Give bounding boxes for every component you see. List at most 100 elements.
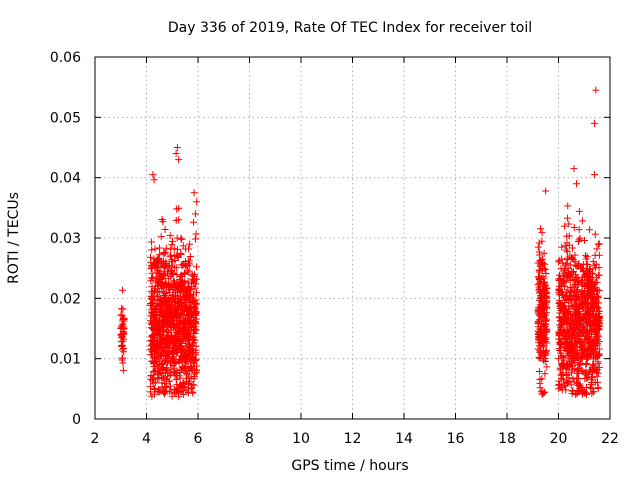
data-point xyxy=(170,298,178,306)
data-point xyxy=(189,320,197,328)
data-point xyxy=(591,171,599,179)
data-point xyxy=(563,273,571,281)
data-point xyxy=(577,315,585,323)
data-point xyxy=(537,339,545,347)
data-point xyxy=(559,277,567,285)
data-point xyxy=(556,341,564,349)
data-point xyxy=(147,383,155,391)
data-point xyxy=(193,263,201,271)
data-point xyxy=(151,385,159,393)
data-point xyxy=(561,266,569,274)
data-point xyxy=(148,358,156,366)
data-point xyxy=(163,341,171,349)
data-point xyxy=(172,303,180,311)
data-point xyxy=(561,222,569,230)
data-point xyxy=(542,320,550,328)
data-point xyxy=(557,288,565,296)
data-point xyxy=(589,270,597,278)
data-point xyxy=(581,298,589,306)
data-point xyxy=(119,286,127,294)
data-point xyxy=(555,258,563,266)
y-tick-label: 0.06 xyxy=(50,50,81,66)
data-point xyxy=(151,285,159,293)
data-point xyxy=(157,233,165,241)
data-point xyxy=(156,365,164,373)
data-point xyxy=(534,259,542,267)
data-point xyxy=(192,235,200,243)
y-tick-label: 0.02 xyxy=(50,291,81,307)
data-point xyxy=(534,323,542,331)
data-point xyxy=(592,86,600,94)
data-point xyxy=(595,287,603,295)
data-point xyxy=(535,266,543,274)
y-tick-label: 0 xyxy=(72,412,81,428)
data-point xyxy=(572,350,580,358)
data-point xyxy=(542,270,550,278)
data-point xyxy=(161,272,169,280)
data-point xyxy=(176,357,184,365)
data-points xyxy=(117,86,604,401)
data-point xyxy=(555,256,563,264)
data-point xyxy=(540,313,548,321)
data-point xyxy=(167,387,175,395)
data-point xyxy=(538,229,546,237)
data-point xyxy=(535,248,543,256)
data-point xyxy=(162,297,170,305)
x-axis-label: GPS time / hours xyxy=(291,458,408,474)
data-point xyxy=(171,334,179,342)
data-point xyxy=(159,218,167,226)
data-point xyxy=(119,359,127,367)
data-point xyxy=(566,284,574,292)
data-point xyxy=(535,239,543,247)
data-point xyxy=(184,257,192,265)
data-point xyxy=(188,346,196,354)
data-point xyxy=(558,335,566,343)
data-point xyxy=(176,286,184,294)
data-point xyxy=(152,355,160,363)
data-point xyxy=(535,333,543,341)
data-point xyxy=(150,176,158,184)
data-point xyxy=(162,244,170,252)
data-point xyxy=(191,284,199,292)
data-point xyxy=(587,282,595,290)
data-point xyxy=(541,348,549,356)
data-point xyxy=(576,234,584,242)
data-point xyxy=(178,344,186,352)
data-point xyxy=(586,265,594,273)
data-point xyxy=(575,361,583,369)
data-point xyxy=(578,217,586,225)
data-point xyxy=(574,326,582,334)
data-point xyxy=(180,365,188,373)
data-point xyxy=(168,262,176,270)
data-point xyxy=(594,383,602,391)
data-point xyxy=(575,226,583,234)
data-point xyxy=(542,284,550,292)
data-point xyxy=(536,311,544,319)
data-point xyxy=(192,368,200,376)
data-point xyxy=(184,343,192,351)
y-tick-label: 0.03 xyxy=(50,231,81,247)
data-point xyxy=(538,388,546,396)
data-point xyxy=(586,226,594,234)
data-point xyxy=(539,356,547,364)
data-point xyxy=(149,351,157,359)
data-point xyxy=(177,261,185,269)
data-point xyxy=(563,259,571,267)
data-point xyxy=(117,311,125,319)
data-point xyxy=(157,330,165,338)
data-point xyxy=(576,354,584,362)
x-tick-label: 18 xyxy=(498,431,516,447)
data-point xyxy=(535,368,543,376)
data-point xyxy=(568,254,576,262)
data-point xyxy=(188,384,196,392)
data-point xyxy=(170,320,178,328)
data-point xyxy=(186,261,194,269)
data-point xyxy=(172,216,180,224)
data-point xyxy=(150,306,158,314)
data-point xyxy=(570,223,578,231)
data-point xyxy=(159,359,167,367)
data-point xyxy=(586,287,594,295)
data-point xyxy=(173,144,181,151)
data-point xyxy=(595,251,603,259)
data-point xyxy=(161,226,169,234)
